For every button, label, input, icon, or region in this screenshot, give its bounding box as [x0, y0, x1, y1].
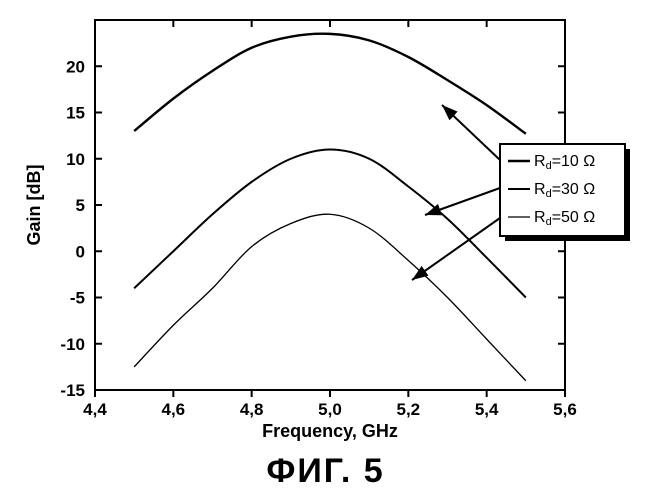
svg-text:5,4: 5,4 — [475, 400, 499, 419]
legend-entry-Rd30: Rd=30 Ω — [534, 181, 595, 200]
svg-text:5,0: 5,0 — [318, 400, 342, 419]
svg-text:5,2: 5,2 — [397, 400, 421, 419]
svg-text:4,8: 4,8 — [240, 400, 264, 419]
svg-text:15: 15 — [66, 104, 85, 123]
svg-text:Frequency, GHz: Frequency, GHz — [262, 421, 398, 441]
svg-text:5: 5 — [76, 196, 85, 215]
svg-text:-10: -10 — [60, 335, 85, 354]
svg-text:-15: -15 — [60, 381, 85, 400]
svg-text:0: 0 — [76, 242, 85, 261]
legend-entry-Rd10: Rd=10 Ω — [534, 153, 595, 172]
gain-frequency-chart: 4,4 4,6 4,8 5,0 5,2 5,4 5,6 -15 -10 -5 0 5 10 15 20 Fre… — [0, 0, 651, 500]
svg-text:20: 20 — [66, 57, 85, 76]
svg-text:4,6: 4,6 — [162, 400, 186, 419]
svg-text:4,4: 4,4 — [83, 400, 107, 419]
svg-text:10: 10 — [66, 150, 85, 169]
svg-text:-5: -5 — [70, 289, 85, 308]
legend-entry-Rd50: Rd=50 Ω — [534, 209, 595, 228]
figure-caption: ФИГ. 5 — [0, 452, 651, 491]
chart-container: 4,4 4,6 4,8 5,0 5,2 5,4 5,6 -15 -10 -5 0 5 10 15 20 Fre… — [0, 0, 651, 500]
svg-text:Gain [dB]: Gain [dB] — [24, 165, 44, 246]
svg-text:5,6: 5,6 — [553, 400, 577, 419]
